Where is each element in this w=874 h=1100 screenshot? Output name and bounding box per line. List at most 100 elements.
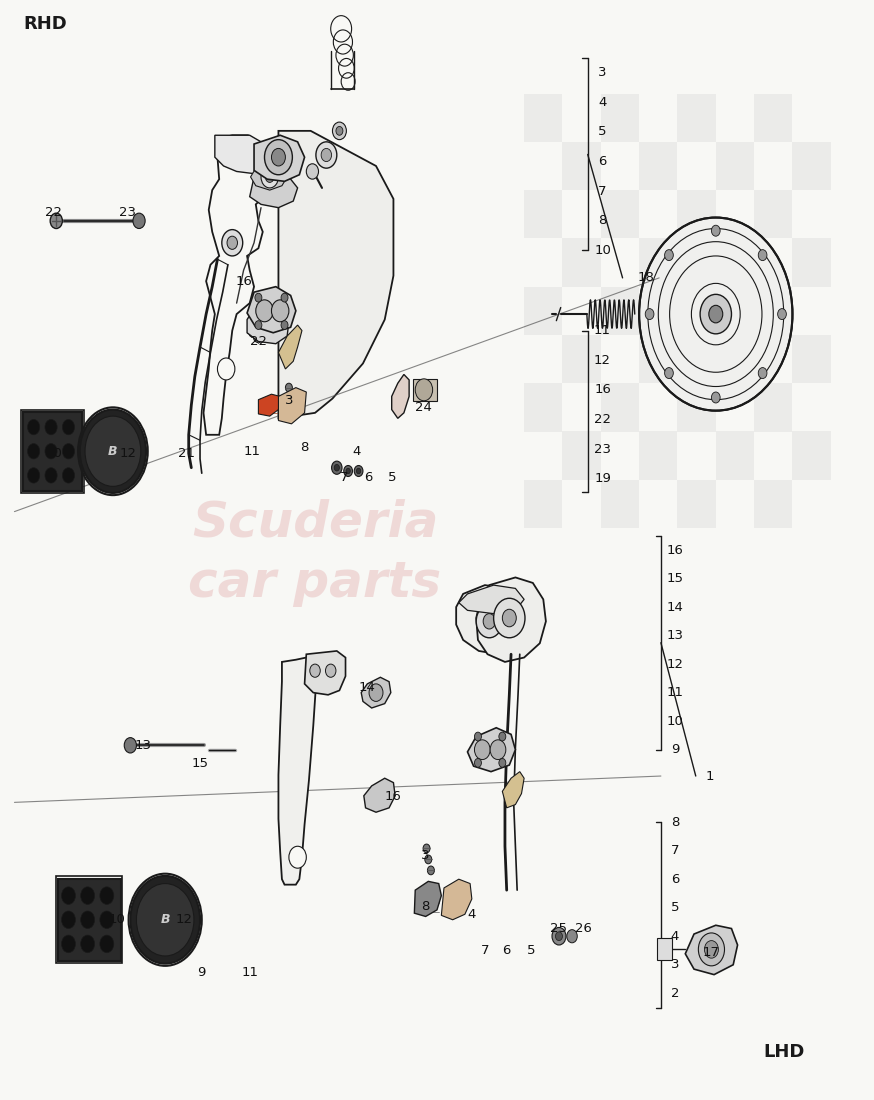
Text: 25: 25 — [551, 922, 567, 935]
Text: 10: 10 — [109, 913, 126, 926]
Circle shape — [639, 218, 793, 410]
Text: 22: 22 — [250, 336, 267, 348]
Circle shape — [346, 469, 350, 474]
Circle shape — [336, 126, 343, 135]
Circle shape — [255, 294, 262, 302]
Circle shape — [27, 468, 39, 483]
Bar — [677, 94, 716, 142]
Bar — [600, 383, 639, 431]
Circle shape — [306, 164, 318, 179]
Polygon shape — [392, 374, 409, 418]
Bar — [639, 431, 677, 480]
Text: 7: 7 — [339, 471, 348, 484]
Circle shape — [332, 122, 346, 140]
Circle shape — [499, 759, 506, 768]
Text: 16: 16 — [666, 543, 683, 557]
Bar — [754, 190, 793, 239]
Circle shape — [136, 883, 194, 956]
Text: 6: 6 — [670, 872, 679, 886]
Circle shape — [50, 213, 62, 229]
Text: 3: 3 — [421, 848, 430, 861]
Text: 12: 12 — [594, 354, 611, 366]
Polygon shape — [304, 651, 345, 695]
Text: 21: 21 — [178, 447, 196, 460]
Circle shape — [61, 887, 75, 904]
Text: 15: 15 — [191, 758, 209, 770]
Circle shape — [369, 684, 383, 702]
Bar — [639, 142, 677, 190]
Circle shape — [354, 465, 363, 476]
Bar — [600, 287, 639, 334]
Bar — [754, 287, 793, 334]
Bar — [639, 239, 677, 287]
Bar — [600, 480, 639, 528]
Circle shape — [704, 940, 718, 958]
Circle shape — [85, 416, 141, 486]
Bar — [524, 480, 563, 528]
Text: 12: 12 — [176, 913, 193, 926]
Text: 12: 12 — [666, 658, 683, 671]
Circle shape — [45, 419, 57, 435]
Circle shape — [290, 394, 297, 403]
Polygon shape — [251, 164, 288, 190]
Polygon shape — [414, 881, 441, 916]
Circle shape — [321, 148, 331, 162]
Circle shape — [27, 443, 39, 459]
Text: 4: 4 — [599, 96, 607, 109]
Circle shape — [133, 213, 145, 229]
Bar — [22, 409, 84, 493]
Circle shape — [289, 846, 306, 868]
Circle shape — [124, 738, 136, 754]
Circle shape — [483, 614, 496, 629]
Bar — [524, 94, 563, 142]
Bar — [677, 480, 716, 528]
Polygon shape — [279, 658, 316, 884]
Text: 5: 5 — [387, 471, 396, 484]
Circle shape — [272, 148, 286, 166]
Text: 3: 3 — [285, 394, 293, 407]
Circle shape — [80, 935, 94, 953]
Bar — [600, 94, 639, 142]
Text: 11: 11 — [666, 686, 683, 700]
Bar — [754, 480, 793, 528]
Bar — [793, 142, 831, 190]
Circle shape — [45, 443, 57, 459]
Text: 24: 24 — [414, 400, 432, 414]
Circle shape — [281, 321, 288, 330]
Text: 15: 15 — [666, 572, 683, 585]
Bar — [600, 190, 639, 239]
Circle shape — [331, 461, 342, 474]
Circle shape — [249, 329, 256, 337]
Circle shape — [316, 142, 336, 168]
Circle shape — [499, 733, 506, 741]
Polygon shape — [441, 879, 472, 920]
Bar — [793, 239, 831, 287]
Circle shape — [61, 935, 75, 953]
Circle shape — [711, 392, 720, 403]
Circle shape — [62, 443, 74, 459]
Circle shape — [415, 378, 433, 400]
Circle shape — [255, 321, 262, 330]
Text: 7: 7 — [481, 944, 489, 957]
Circle shape — [269, 314, 283, 331]
Text: 6: 6 — [599, 155, 607, 168]
Circle shape — [475, 733, 482, 741]
Circle shape — [425, 855, 432, 864]
Circle shape — [778, 309, 787, 320]
Text: 6: 6 — [503, 944, 511, 957]
Polygon shape — [468, 728, 516, 771]
Text: 18: 18 — [638, 272, 655, 285]
Bar — [524, 383, 563, 431]
Text: 23: 23 — [594, 442, 611, 455]
Circle shape — [664, 367, 673, 378]
Circle shape — [490, 740, 506, 760]
Text: 8: 8 — [599, 214, 607, 228]
Circle shape — [27, 419, 39, 435]
Text: 26: 26 — [575, 922, 592, 935]
Polygon shape — [247, 304, 289, 343]
Text: 22: 22 — [594, 412, 611, 426]
Polygon shape — [456, 585, 531, 654]
Circle shape — [334, 464, 339, 471]
Circle shape — [61, 911, 75, 928]
Text: 7: 7 — [670, 844, 679, 857]
